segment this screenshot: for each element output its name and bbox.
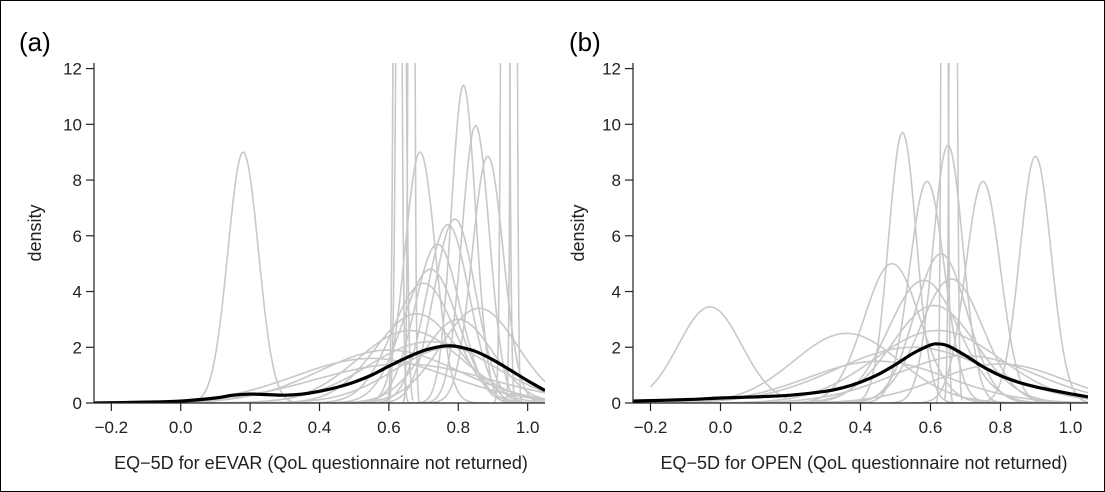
x-tick-label-a-6: 1.0 xyxy=(516,418,540,437)
x-tick-label-a-1: 0.0 xyxy=(169,418,193,437)
y-tick-label-b-4: 8 xyxy=(612,171,621,190)
y-tick-label-a-6: 12 xyxy=(63,60,82,79)
x-tick-label-b-1: 0.0 xyxy=(709,418,733,437)
imputation-curve-a-24 xyxy=(503,63,525,403)
y-tick-label-a-2: 4 xyxy=(73,283,82,302)
imputation-curve-a-22 xyxy=(402,63,421,403)
y-axis-title-b: density xyxy=(568,204,588,261)
imputation-curve-b-5 xyxy=(904,180,1062,403)
imputation-curve-a-4 xyxy=(413,124,539,403)
imputation-curve-b-16 xyxy=(633,360,1088,403)
imputation-curve-a-23 xyxy=(492,63,518,403)
y-tick-label-b-6: 12 xyxy=(602,60,621,79)
panel-a: −0.2 0.0 0.2 0.4 0.6 0.8 1.0 0 2 4 6 8 10 12 EQ−5D for… xyxy=(25,60,545,473)
imputation-curve-a-21 xyxy=(388,63,414,401)
y-tick-label-a-3: 6 xyxy=(73,227,82,246)
imputation-curve-a-17 xyxy=(94,357,545,403)
x-axis-title-b: EQ−5D for OPEN (QoL questionnaire not re… xyxy=(660,453,1067,473)
imputation-curve-a-10 xyxy=(283,282,545,403)
x-tick-label-a-5: 0.8 xyxy=(446,418,470,437)
imputation-curve-a-5 xyxy=(417,155,545,403)
x-tick-label-b-5: 0.8 xyxy=(989,418,1013,437)
pooled-density-curve-a xyxy=(94,344,545,403)
imputation-curve-b-19 xyxy=(943,63,963,401)
imputation-curves-b xyxy=(633,63,1088,403)
panel-b: −0.2 0.0 0.2 0.4 0.6 0.8 1.0 0 2 4 6 8 10 12 EQ−5D for… xyxy=(568,60,1088,473)
x-tick-label-a-2: 0.2 xyxy=(238,418,262,437)
y-axis-title-a: density xyxy=(25,204,45,261)
x-tick-label-a-3: 0.4 xyxy=(308,418,332,437)
x-tick-label-b-6: 1.0 xyxy=(1059,418,1083,437)
x-tick-label-a-4: 0.6 xyxy=(377,418,401,437)
x-tick-label-b-4: 0.6 xyxy=(919,418,943,437)
panel-b-label: (b) xyxy=(569,27,601,57)
y-tick-label-a-5: 10 xyxy=(63,115,82,134)
imputation-curve-b-18 xyxy=(935,63,954,403)
imputation-curve-b-14 xyxy=(633,346,1088,403)
y-tick-label-b-5: 10 xyxy=(602,115,621,134)
y-tick-label-a-4: 8 xyxy=(73,171,82,190)
panel-a-label: (a) xyxy=(19,27,51,57)
imputation-curve-b-12 xyxy=(633,332,1083,403)
x-tick-label-b-3: 0.4 xyxy=(849,418,873,437)
x-tick-label-b-0: −0.2 xyxy=(634,418,668,437)
y-tick-label-a-1: 2 xyxy=(73,338,82,357)
imputation-curve-a-1 xyxy=(180,151,313,403)
y-tick-label-b-2: 4 xyxy=(612,283,621,302)
x-tick-label-b-2: 0.2 xyxy=(779,418,803,437)
y-tick-label-b-0: 0 xyxy=(612,394,621,413)
y-tick-label-b-3: 6 xyxy=(612,227,621,246)
imputation-curve-b-1 xyxy=(649,306,791,401)
y-tick-label-a-0: 0 xyxy=(73,394,82,413)
x-tick-label-a-0: −0.2 xyxy=(95,418,129,437)
pooled-density-curve-b xyxy=(633,342,1088,403)
y-tick-label-b-1: 2 xyxy=(612,338,621,357)
imputation-curves-a xyxy=(94,63,545,403)
x-axis-title-a: EQ−5D for eEVAR (QoL questionnaire not r… xyxy=(114,453,528,473)
